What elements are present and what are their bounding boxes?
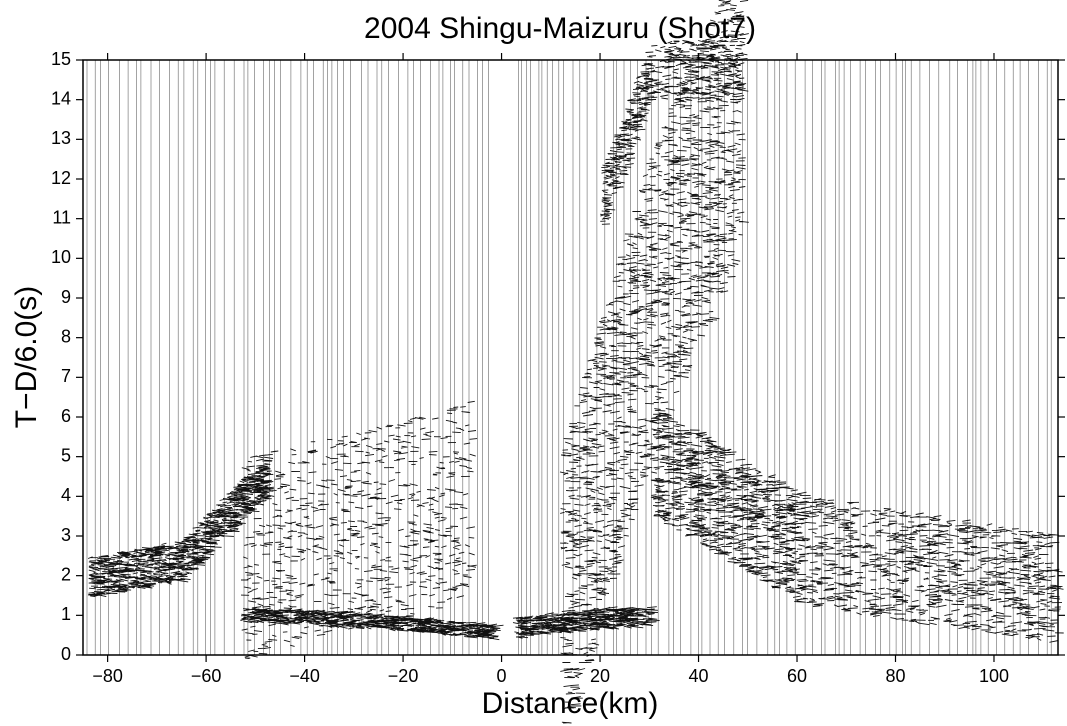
y-tick-label: 11 — [52, 207, 71, 227]
wiggle-cluster — [512, 606, 660, 639]
x-axis-label: Distance(km) — [482, 687, 659, 720]
x-tick-label: 20 — [590, 666, 610, 686]
wiggle-cluster — [240, 606, 504, 641]
y-tick-label: 4 — [61, 485, 71, 505]
trace-lines — [86, 60, 1052, 655]
x-tick-label: 0 — [497, 666, 507, 686]
wiggle-cluster — [600, 39, 748, 225]
wiggle-cluster — [87, 456, 275, 598]
y-tick-label: 7 — [61, 366, 71, 386]
y-tick-label: 2 — [61, 564, 71, 584]
y-tick-label: 13 — [51, 128, 71, 148]
y-tick-label: 10 — [51, 247, 71, 267]
y-tick-label: 9 — [61, 287, 71, 307]
y-tick-label: 3 — [61, 525, 71, 545]
x-tick-label: 80 — [885, 666, 905, 686]
plot-frame — [82, 59, 1059, 656]
chart-title: 2004 Shingu-Maizuru (Shot7) — [364, 12, 756, 45]
y-tick-label: 8 — [61, 326, 71, 346]
y-tick-label: 12 — [51, 168, 71, 188]
y-axis-label: T−D/6.0(s) — [10, 286, 43, 429]
wiggle-cluster — [559, 0, 749, 724]
y-tick-label: 1 — [61, 604, 71, 624]
y-tick-label: 0 — [61, 644, 71, 664]
x-tick-label: −20 — [388, 666, 419, 686]
traces — [86, 0, 1064, 724]
y-tick-label: 15 — [51, 49, 71, 69]
x-tick-label: −60 — [191, 666, 222, 686]
y-tick-label: 5 — [61, 445, 71, 465]
x-tick-label: 60 — [787, 666, 807, 686]
wiggle-cluster — [240, 400, 478, 659]
x-tick-label: −80 — [92, 666, 123, 686]
x-tick-label: 40 — [689, 666, 709, 686]
y-tick-label: 14 — [51, 88, 71, 108]
wiggle-cluster — [649, 408, 1064, 643]
x-tick-label: −40 — [289, 666, 320, 686]
x-tick-label: 100 — [979, 666, 1009, 686]
y-tick-label: 6 — [61, 406, 71, 426]
